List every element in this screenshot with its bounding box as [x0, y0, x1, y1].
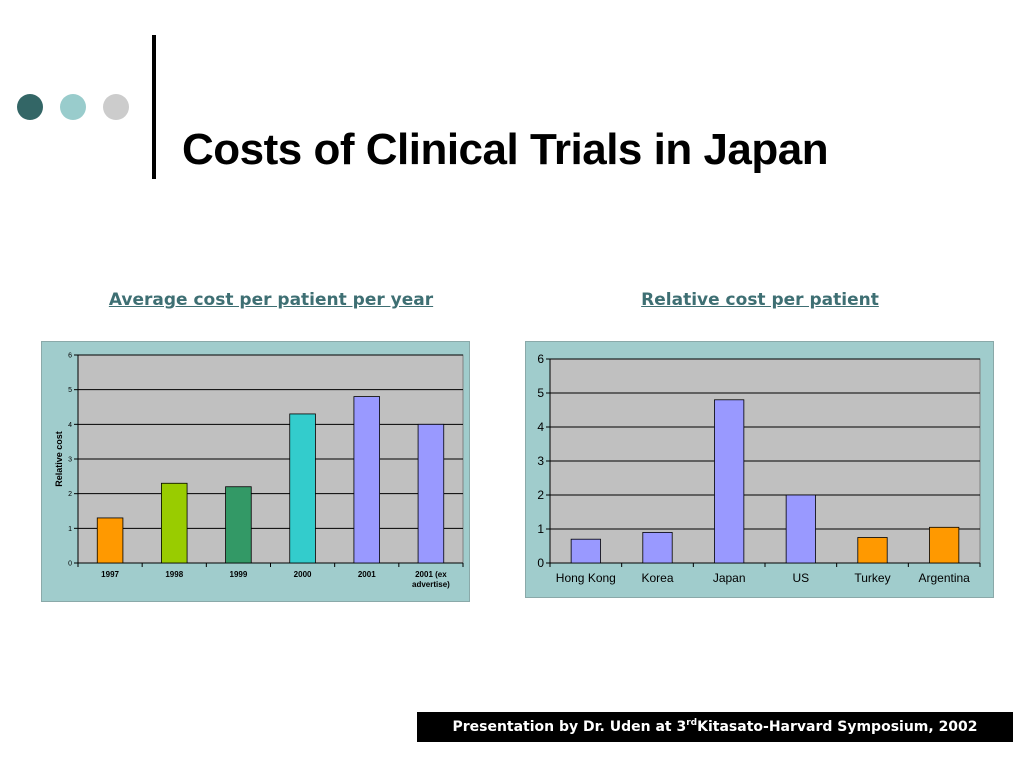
y-tick-label: 6	[537, 352, 544, 366]
bar-us	[785, 494, 816, 564]
x-tick-label: 2001 (ex	[415, 570, 447, 579]
y-tick-label: 4	[68, 422, 72, 429]
bar-japan	[714, 399, 745, 564]
x-tick-label: US	[792, 571, 809, 585]
bar-2000	[289, 413, 316, 564]
title-divider	[152, 35, 156, 179]
x-tick-label: Argentina	[918, 571, 970, 585]
x-tick-label: Hong Kong	[556, 571, 616, 585]
chart-title-average-cost: Average cost per patient per year	[108, 290, 434, 310]
y-tick-label: 0	[537, 556, 544, 570]
chart-title-relative-cost: Relative cost per patient	[641, 290, 879, 310]
bar-korea	[642, 531, 673, 564]
bullet-dot-dark	[17, 94, 43, 120]
chart-average-cost-plot: 0 1 2 3 4 5 6 1997 1998 1999 2000 2001 2001 (exadver…	[54, 352, 464, 589]
x-tick-label: Turkey	[854, 571, 890, 585]
footer-text-start: Presentation by Dr. Uden at 3	[452, 719, 687, 735]
page-title: Costs of Clinical Trials in Japan	[182, 125, 829, 174]
footer-text-superscript: rd	[686, 718, 698, 728]
x-tick-label: Korea	[641, 571, 673, 585]
y-tick-label: 5	[537, 386, 544, 400]
x-tick-label: 1999	[230, 570, 248, 579]
bar-1999	[225, 486, 252, 564]
y-tick-label: 6	[68, 352, 72, 359]
bar-argentina	[929, 526, 960, 564]
bullet-dot-teal	[60, 94, 86, 120]
bullet-dot-gray	[103, 94, 129, 120]
y-tick-label: 1	[537, 522, 544, 536]
x-tick-label: 1997	[101, 570, 119, 579]
bar-turkey	[857, 537, 888, 564]
y-tick-label: 2	[68, 491, 72, 498]
x-tick-label: advertise)	[412, 580, 450, 589]
bar-1998	[161, 482, 188, 564]
y-axis-label: Relative cost	[54, 431, 64, 487]
bar-2001-ex-advertise	[417, 423, 445, 564]
bar-hong-kong	[570, 538, 601, 564]
chart-relative-cost-plot: 0 1 2 3 4 5 6 Hong Kong Korea Japan US Turkey Argent…	[537, 352, 981, 585]
footer-text-end: Kitasato-Harvard Symposium, 2002	[697, 719, 978, 735]
y-tick-label: 3	[537, 454, 544, 468]
x-tick-label: 2001	[358, 570, 376, 579]
y-tick-label: 4	[537, 420, 544, 434]
y-tick-label: 0	[68, 560, 72, 567]
x-tick-label: Japan	[713, 571, 746, 585]
x-tick-label: 2000	[294, 570, 312, 579]
y-tick-label: 5	[68, 387, 72, 394]
y-tick-label: 1	[68, 526, 72, 533]
x-tick-label: 1998	[165, 570, 183, 579]
y-tick-label: 2	[537, 488, 544, 502]
bar-1997	[96, 517, 124, 564]
y-tick-label: 3	[68, 456, 72, 463]
bar-2001	[353, 396, 380, 564]
chart-relative-cost: 0 1 2 3 4 5 6 Hong Kong Korea Japan US Turkey Argent…	[525, 341, 994, 598]
chart-average-cost: 0 1 2 3 4 5 6 1997 1998 1999 2000 2001 2001 (ex adver…	[41, 341, 470, 602]
